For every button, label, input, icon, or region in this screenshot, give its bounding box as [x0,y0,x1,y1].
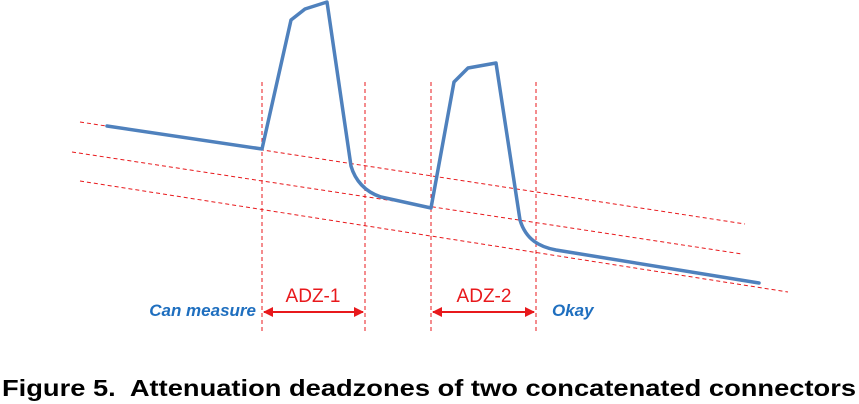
zone1-label: ADZ-1 [286,286,341,307]
can-measure-note: Can measure [149,301,256,320]
otdr-trace [105,0,761,285]
figure-caption: Figure 5. Attenuation deadzones of two c… [2,375,856,401]
zone2-label: ADZ-2 [457,286,512,307]
reference-line-lower [79,180,789,293]
okay-note: Okay [552,301,595,320]
